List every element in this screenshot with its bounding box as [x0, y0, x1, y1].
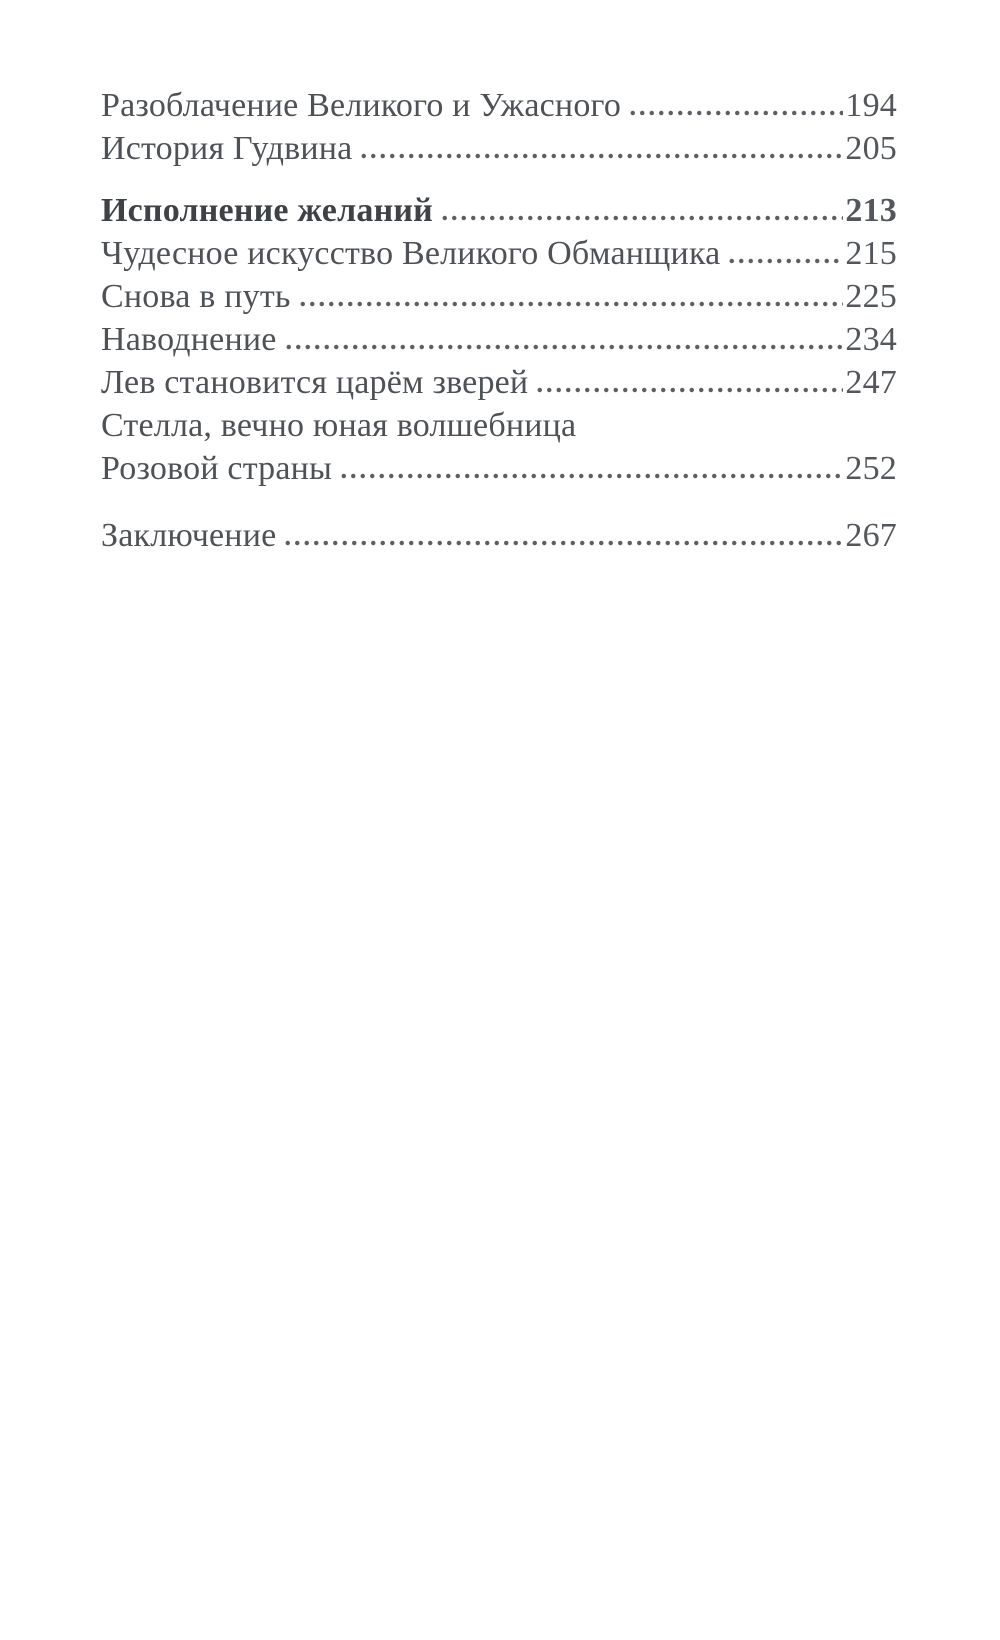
toc-entry-page: 252: [845, 450, 897, 487]
toc-leader-dots: [439, 215, 844, 221]
toc-entry-page: 205: [845, 130, 897, 167]
toc-leader-dots: [283, 540, 844, 546]
toc-entry-title: Снова в путь: [101, 278, 291, 315]
toc-entry-page: 267: [845, 517, 897, 554]
toc-leader-dots: [339, 473, 844, 479]
toc-entry-title: Исполнение желаний: [101, 192, 433, 229]
toc-entry: Снова в путь 225: [101, 275, 897, 318]
toc-entry-page: 234: [845, 321, 897, 358]
toc-entry-title: Лев становится царём зверей: [101, 364, 529, 401]
toc-entry-title: Наводнение: [101, 321, 277, 358]
toc-entry-title: Розовой страны: [101, 450, 333, 487]
toc-entry-title: Стелла, вечно юная волшебница: [101, 407, 577, 444]
toc-entry-title: Разоблачение Великого и Ужасного: [101, 87, 622, 124]
toc-leader-dots: [628, 110, 844, 116]
toc-entry-page: 225: [845, 278, 897, 315]
toc-entry: Лев становится царём зверей 247: [101, 361, 897, 404]
toc-leader-dots: [297, 301, 844, 307]
toc-entry: Чудесное искусство Великого Обманщика 21…: [101, 232, 897, 275]
toc-entry-page: 213: [845, 192, 897, 229]
toc-entry-wrapped-second-line: Розовой страны 252: [101, 447, 897, 490]
toc-entry: Заключение 267: [101, 514, 897, 557]
toc-leader-dots: [359, 153, 844, 159]
toc-leader-dots: [727, 258, 844, 264]
toc-entry-title: Чудесное искусство Великого Обманщика: [101, 235, 721, 272]
toc-leader-dots: [535, 387, 844, 393]
table-of-contents: Разоблачение Великого и Ужасного 194 Ист…: [101, 84, 897, 557]
toc-entry: Наводнение 234: [101, 318, 897, 361]
toc-leader-dots: [283, 344, 844, 350]
toc-entry-page: 194: [845, 87, 897, 124]
toc-section-entry: Исполнение желаний 213: [101, 189, 897, 232]
toc-entry-page: 215: [845, 235, 897, 272]
toc-entry-title: Заключение: [101, 517, 277, 554]
toc-entry: История Гудвина 205: [101, 127, 897, 170]
toc-entry: Разоблачение Великого и Ужасного 194: [101, 84, 897, 127]
toc-entry-title: История Гудвина: [101, 130, 353, 167]
toc-entry-wrapped-first-line: Стелла, вечно юная волшебница: [101, 404, 897, 447]
toc-entry-page: 247: [845, 364, 897, 401]
